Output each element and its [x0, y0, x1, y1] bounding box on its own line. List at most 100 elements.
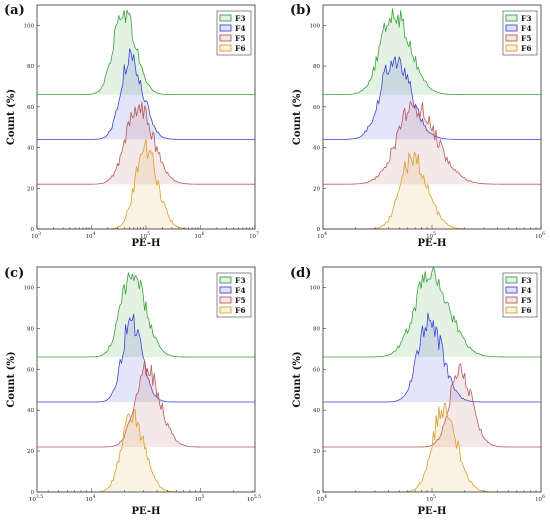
y-tick-label: 0	[317, 227, 321, 233]
series-fill-F6	[37, 139, 255, 229]
legend-label-F6: F6	[521, 44, 532, 53]
series-fill-F4	[323, 312, 541, 402]
x-tick-exponent: 5	[147, 231, 150, 237]
legend-label-F4: F4	[235, 286, 246, 295]
x-tick-label: 107	[249, 231, 259, 240]
y-tick-label: 100	[310, 23, 321, 29]
legend-swatch-F5	[505, 296, 518, 304]
x-axis-title: PE-H	[132, 506, 161, 517]
legend-frame	[502, 10, 538, 56]
legend-label-F3: F3	[521, 14, 532, 23]
legend-label-F3: F3	[235, 276, 246, 285]
x-tick-exponent: 4	[93, 231, 96, 237]
legend-swatch-F5	[219, 296, 232, 304]
y-tick-label: 60	[313, 367, 320, 373]
y-tick-label: 80	[313, 326, 320, 332]
series-fill-F3	[323, 8, 541, 95]
legend-swatch-F3	[505, 276, 518, 284]
legend-label-F4: F4	[235, 24, 246, 33]
y-tick-label: 20	[27, 186, 34, 192]
series-line-F3	[37, 9, 255, 95]
legend-swatch-F6	[219, 306, 232, 314]
legend-frame	[216, 10, 252, 56]
legend-label-F5: F5	[521, 296, 532, 305]
y-tick-label: 40	[313, 146, 320, 152]
series-fill-F5	[323, 101, 541, 185]
legend-swatch-F3	[219, 14, 232, 22]
legend-swatch-F4	[219, 24, 232, 32]
legend-label-F5: F5	[521, 34, 532, 43]
x-tick-exponent: 3	[38, 231, 41, 237]
x-tick-exponent: 6	[542, 494, 545, 500]
x-tick-label: 105	[140, 231, 150, 240]
y-tick-label: 80	[27, 64, 34, 70]
x-tick-exponent: 6	[202, 231, 205, 237]
x-tick-label: 106	[535, 231, 545, 240]
legend-swatch-F4	[505, 24, 518, 32]
x-axis-title: PE-H	[132, 238, 161, 249]
x-tick-exponent: 4	[324, 231, 327, 237]
series-fill-F3	[323, 267, 541, 357]
chart-panel-1: 0 20 40 60 80 100 103 104 105 106 107 PE-H Count (%)…	[4, 3, 259, 249]
legend-swatch-F4	[505, 286, 518, 294]
y-tick-label: 40	[313, 408, 320, 414]
y-tick-label: 80	[313, 64, 320, 70]
y-tick-label: 0	[317, 490, 321, 496]
series-line-F4	[323, 55, 541, 140]
chart-panel-3: 0 20 40 60 80 100 103.5 104 105 105.5 PE-H Count (%…	[4, 266, 261, 517]
legend-label-F6: F6	[235, 44, 246, 53]
panel-label: (a)	[4, 3, 25, 18]
legend-label-F6: F6	[521, 306, 532, 315]
series-line-F4	[323, 312, 541, 403]
series-line-F3	[323, 8, 541, 95]
legend-label-F6: F6	[235, 306, 246, 315]
x-tick-label: 103	[31, 231, 41, 240]
y-axis-title: Count (%)	[6, 351, 17, 407]
x-tick-label: 106	[195, 231, 205, 240]
legend-label-F3: F3	[235, 14, 246, 23]
y-tick-label: 40	[27, 408, 34, 414]
y-tick-label: 20	[27, 449, 34, 455]
legend-swatch-F5	[505, 34, 518, 42]
y-axis-title: Count (%)	[292, 89, 303, 145]
series-line-F4	[37, 48, 255, 140]
x-tick-label: 105.5	[247, 494, 261, 503]
legend-swatch-F3	[505, 14, 518, 22]
x-tick-exponent: 5	[433, 494, 436, 500]
y-tick-label: 60	[27, 367, 34, 373]
series-fill-F6	[323, 152, 541, 229]
series-line-F3	[37, 272, 255, 358]
series-line-F4	[37, 313, 255, 403]
x-tick-label: 104	[86, 231, 96, 240]
panel-label: (c)	[4, 266, 24, 281]
series-fill-F4	[323, 56, 541, 140]
y-tick-label: 0	[31, 227, 35, 233]
y-tick-label: 20	[313, 186, 320, 192]
x-tick-exponent: 5	[202, 494, 205, 500]
x-tick-exponent: 4	[324, 494, 327, 500]
legend-swatch-F4	[219, 286, 232, 294]
x-tick-exponent: 6	[542, 231, 545, 237]
x-axis-title: PE-H	[418, 238, 447, 249]
series-fill-F5	[37, 360, 255, 447]
legend-swatch-F5	[219, 34, 232, 42]
series-line-F3	[323, 266, 541, 358]
x-tick-label: 105	[426, 494, 436, 503]
y-axis-title: Count (%)	[292, 351, 303, 407]
legend-label-F3: F3	[521, 276, 532, 285]
legend-label-F5: F5	[235, 34, 246, 43]
x-tick-label: 104	[317, 231, 327, 240]
y-tick-label: 20	[313, 449, 320, 455]
legend-frame	[502, 272, 538, 318]
x-tick-exponent: 7	[256, 231, 259, 237]
y-tick-label: 0	[31, 490, 35, 496]
legend-frame	[216, 272, 252, 318]
legend-swatch-F6	[505, 306, 518, 314]
x-tick-label: 105	[195, 494, 205, 503]
y-tick-label: 100	[310, 285, 321, 291]
